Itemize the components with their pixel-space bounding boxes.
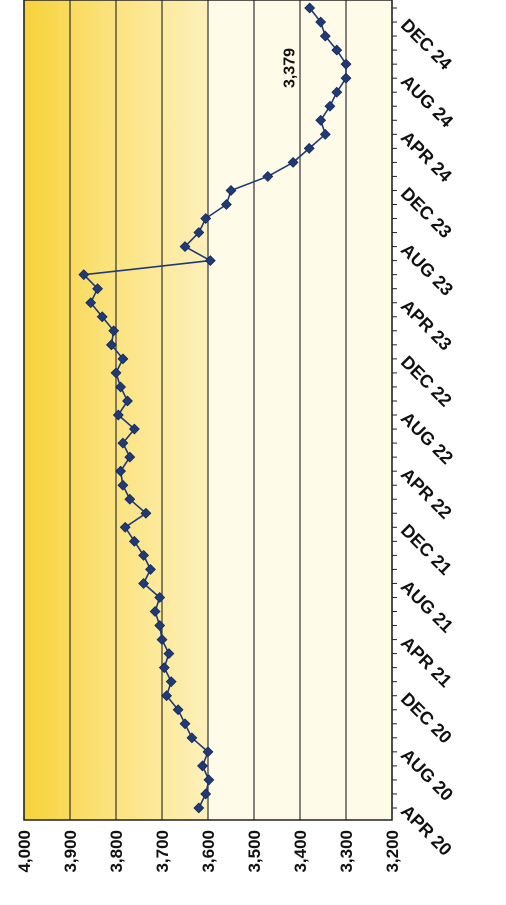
data-point [179,241,191,253]
x-tick-label: DEC 24 [397,15,456,74]
data-point [117,479,129,491]
x-tick-label: APR 24 [397,127,456,186]
data-point [340,58,352,70]
data-point [128,423,140,435]
data-point [110,367,122,379]
x-tick-label: AUG 21 [397,576,457,636]
y-tick-label: 3,500 [245,830,264,873]
data-point [96,311,108,323]
x-tick-label: AUG 23 [397,240,457,300]
x-axis-ticks [392,7,397,809]
data-point [154,592,166,603]
y-tick-label: 3,900 [61,830,80,873]
data-point [85,297,97,309]
data-point [161,690,173,702]
y-tick-label: 3,300 [337,830,356,873]
data-point [108,325,120,337]
data-point [197,760,208,772]
x-tick-label: DEC 21 [397,520,456,579]
data-point [200,788,212,800]
data-point [163,648,175,660]
data-point [78,269,90,281]
data-point [154,620,166,631]
data-point [124,493,136,505]
x-tick-label: APR 22 [397,464,456,523]
x-tick-label: APR 20 [397,801,456,860]
data-point [340,72,352,84]
x-tick-label: AUG 24 [397,71,457,131]
y-tick-label: 3,400 [291,830,310,873]
data-point [92,283,104,295]
data-point [324,100,336,112]
data-point [303,142,315,154]
data-point [145,563,156,575]
data-point [172,704,184,716]
data-point [225,185,237,196]
data-point [122,395,133,407]
data-point [179,718,191,730]
data-point [202,746,214,758]
y-tick-label: 3,200 [383,830,402,873]
data-point [156,634,168,646]
data-point [112,409,124,421]
x-tick-label: DEC 20 [397,689,456,748]
data-point [115,381,127,393]
x-tick-label: APR 23 [397,296,456,355]
data-point [204,255,216,267]
y-tick-label: 3,800 [107,830,126,873]
y-tick-label: 3,600 [199,830,218,873]
annotations: 3,379 [282,48,299,88]
y-tick-label: 4,000 [15,830,34,873]
y-axis-tick-labels: 4,000 3,900 3,800 3,700 3,600 3,500 3,400 3,300… [15,830,402,873]
y-tick-label: 3,700 [153,830,172,873]
data-point [117,353,129,365]
data-point [140,507,152,519]
data-point [304,2,316,14]
data-point [138,578,150,589]
data-point [149,606,161,617]
data-label: 3,379 [282,48,299,88]
data-point [105,339,117,351]
series-line [83,7,347,809]
data-point [117,437,129,449]
data-point [262,170,274,182]
data-point [138,549,150,561]
data-point [319,30,331,42]
x-tick-label: DEC 22 [397,352,456,411]
x-tick-label: DEC 23 [397,183,456,242]
x-tick-label: AUG 22 [397,408,457,468]
data-point [193,802,205,814]
data-point [200,213,212,224]
data-point [158,662,170,674]
data-point [315,16,327,28]
data-point [186,732,198,744]
data-point [315,114,327,126]
data-point [115,465,127,477]
data-point [203,774,215,786]
series-markers [78,2,352,814]
data-point [331,86,343,98]
x-tick-label: APR 21 [397,633,456,692]
data-point [287,156,299,168]
data-point [220,199,232,210]
data-point [128,535,140,547]
data-point [124,451,136,463]
data-point [119,521,131,533]
gridlines [23,0,393,820]
data-point [193,227,205,238]
data-point [331,44,343,56]
x-tick-label: AUG 20 [397,745,457,805]
plot-area-border [23,0,393,821]
data-point [319,128,331,140]
data-point [165,676,177,688]
